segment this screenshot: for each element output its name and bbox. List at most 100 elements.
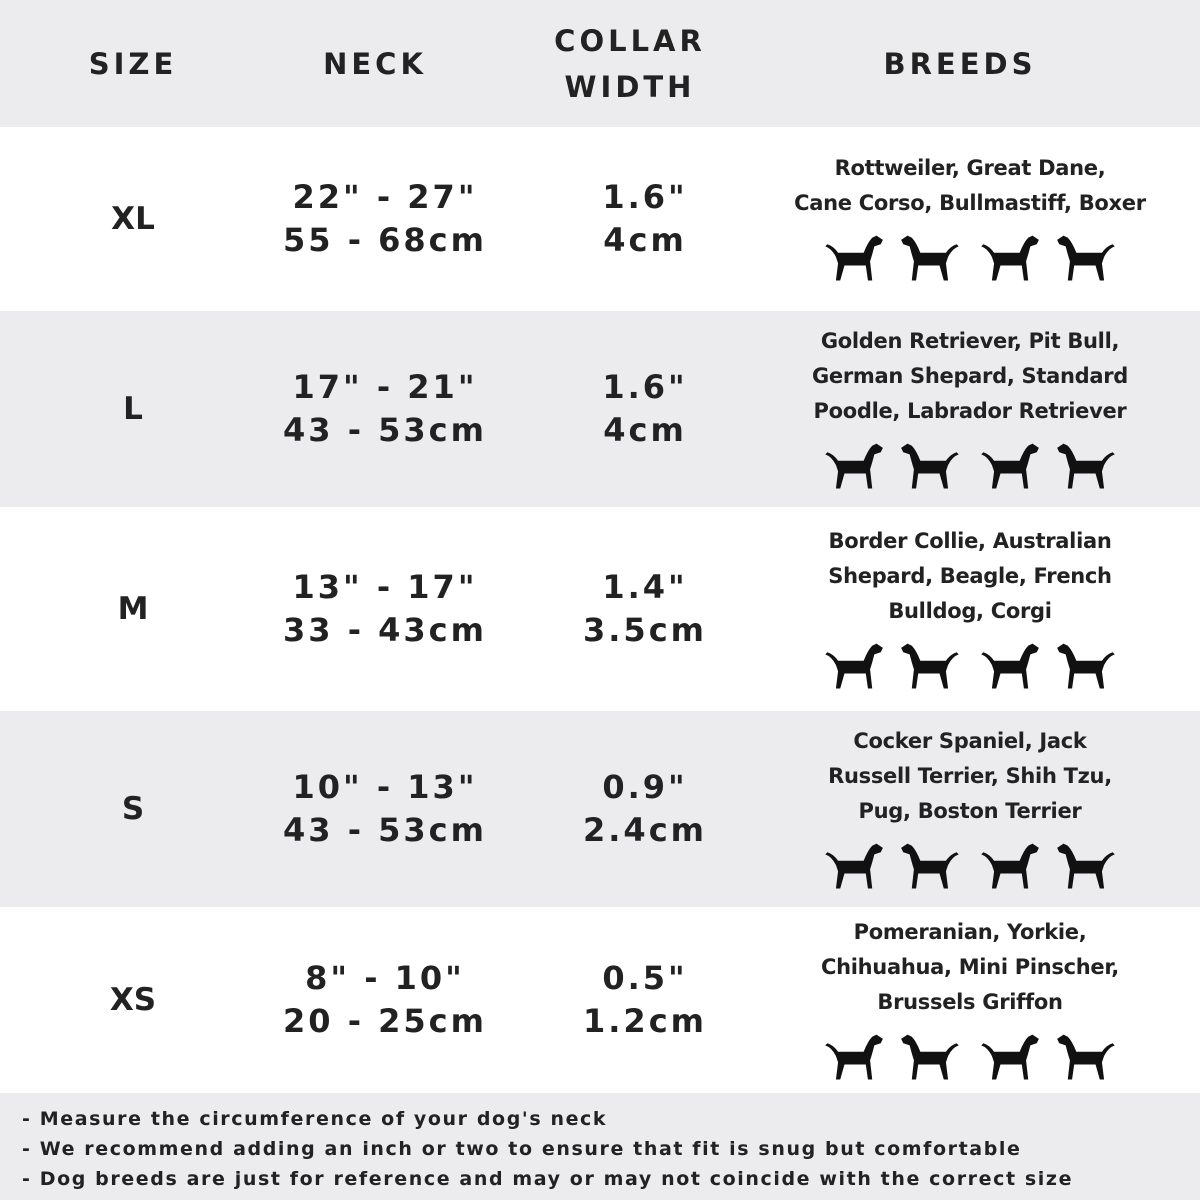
labrador-icon [901,443,959,488]
breeds-line: Chihuahua, Mini Pinscher, [821,954,1119,979]
breeds-line: Russell Terrier, Shih Tzu, [828,763,1112,788]
breeds-cell: Golden Retriever, Pit Bull, German Shepar… [770,311,1170,507]
mini-pinscher-icon [1057,1034,1115,1079]
border-collie-icon [825,643,883,688]
breeds-line: Golden Retriever, Pit Bull, [820,328,1120,353]
breeds-line: Pug, Boston Terrier [858,798,1082,823]
size-cell: M [33,507,233,711]
width-cm: 2.4cm [583,811,707,849]
header-breeds: BREEDS [810,0,1110,127]
breeds-line: Brussels Griffon [877,989,1063,1014]
poodle-icon [981,443,1039,488]
neck-inches: 8" - 10" [305,959,465,997]
breeds-cell: Border Collie, Australian Shepard, Beagle… [770,507,1170,711]
size-row: XS 8" - 10" 20 - 25cm 0.5" 1.2cm Pomeran… [0,907,1200,1093]
collar-width-cell: 0.5" 1.2cm [535,907,755,1093]
neck-cm: 20 - 25cm [283,1002,487,1040]
width-inches: 0.9" [602,768,688,806]
size-label: S [121,791,145,827]
size-cell: XL [33,127,233,311]
breed-icons [821,1026,1119,1086]
size-label: M [117,591,149,627]
footer-note: - Dog breeds are just for reference and … [22,1168,1074,1190]
collar-width-cell: 0.9" 2.4cm [535,711,755,907]
breeds-cell: Pomeranian, Yorkie, Chihuahua, Mini Pinsc… [770,907,1170,1093]
breeds-line: Bulldog, Corgi [888,598,1052,623]
breed-icons [821,227,1119,287]
header-breeds-label: BREEDS [883,46,1037,81]
golden-retriever-icon [825,443,883,488]
footer-text: - Measure the circumference of your dog'… [22,1104,1073,1194]
width-inches: 0.5" [602,959,688,997]
breed-icons [821,435,1119,495]
neck-cm: 43 - 53cm [283,411,487,449]
footer-notes [0,1093,1200,1200]
header-neck: NECK [275,0,475,127]
breeds-line: Cocker Spaniel, Jack [853,728,1087,753]
beagle-icon [901,643,959,688]
header-neck-label: NECK [323,46,427,81]
chihuahua-icon [981,1034,1039,1079]
yorkie-icon [901,1034,959,1079]
great-dane-icon [901,235,959,281]
header-width-label: WIDTH [564,69,696,104]
size-row: M 13" - 17" 33 - 43cm 1.4" 3.5cm Border … [0,507,1200,711]
size-label: L [123,391,143,427]
header-collar-width: COLLAR WIDTH [530,0,730,127]
footer-note: - Measure the circumference of your dog'… [22,1108,608,1130]
header-row: SIZE NECK COLLAR WIDTH BREEDS [0,0,1200,127]
width-inches: 1.6" [602,368,688,406]
footer-note: - We recommend adding an inch or two to … [22,1138,1022,1160]
breeds-line: Border Collie, Australian [828,528,1112,553]
size-label: XS [109,982,157,1018]
corgi-icon [1057,643,1115,688]
neck-cell: 10" - 13" 43 - 53cm [275,711,495,907]
breeds-cell: Rottweiler, Great Dane, Cane Corso, Bullm… [770,127,1170,311]
cocker-spaniel-icon [825,843,883,888]
breeds-line: Rottweiler, Great Dane, [834,156,1106,180]
french-bulldog-icon [981,643,1039,688]
bullmastiff-icon [1057,235,1115,281]
breeds-line: Poodle, Labrador Retriever [813,398,1127,423]
jack-russell-icon [901,843,959,888]
width-inches: 1.6" [602,178,688,216]
size-cell: L [33,311,233,507]
shih-tzu-icon [981,843,1039,888]
breeds-line: Cane Corso, Bullmastiff, Boxer [794,191,1146,215]
width-inches: 1.4" [602,568,688,606]
collar-width-cell: 1.6" 4cm [535,127,755,311]
neck-inches: 13" - 17" [292,568,478,606]
german-shepherd-icon [1057,443,1115,488]
neck-cm: 43 - 53cm [283,811,487,849]
breeds-line: Pomeranian, Yorkie, [853,919,1087,944]
breeds-line: Shepard, Beagle, French [828,563,1112,588]
neck-cell: 8" - 10" 20 - 25cm [275,907,495,1093]
neck-inches: 22" - 27" [292,178,478,216]
width-cm: 3.5cm [583,611,707,649]
size-row: L 17" - 21" 43 - 53cm 1.6" 4cm Golden Re… [0,311,1200,507]
width-cm: 4cm [603,221,687,259]
header-collar-label: COLLAR [554,23,706,58]
neck-cm: 33 - 43cm [283,611,487,649]
size-cell: XS [33,907,233,1093]
size-row: XL 22" - 27" 55 - 68cm 1.6" 4cm Rottweil… [0,127,1200,311]
collar-width-cell: 1.4" 3.5cm [535,507,755,711]
size-cell: S [33,711,233,907]
neck-cell: 17" - 21" 43 - 53cm [275,311,495,507]
neck-cm: 55 - 68cm [283,221,487,259]
header-size-label: SIZE [88,46,178,81]
breeds-line: German Shepard, Standard [811,363,1129,388]
collar-width-cell: 1.6" 4cm [535,311,755,507]
width-cm: 4cm [603,411,687,449]
neck-inches: 10" - 13" [292,768,478,806]
width-cm: 1.2cm [583,1002,707,1040]
rottweiler-icon [825,235,883,281]
breed-icons [821,635,1119,695]
neck-cell: 22" - 27" 55 - 68cm [275,127,495,311]
doberman-icon [981,235,1039,281]
size-row: S 10" - 13" 43 - 53cm 0.9" 2.4cm Cocker … [0,711,1200,907]
pug-icon [1057,843,1115,888]
header-size: SIZE [33,0,233,127]
breed-icons [821,835,1119,895]
pomeranian-icon [825,1034,883,1079]
